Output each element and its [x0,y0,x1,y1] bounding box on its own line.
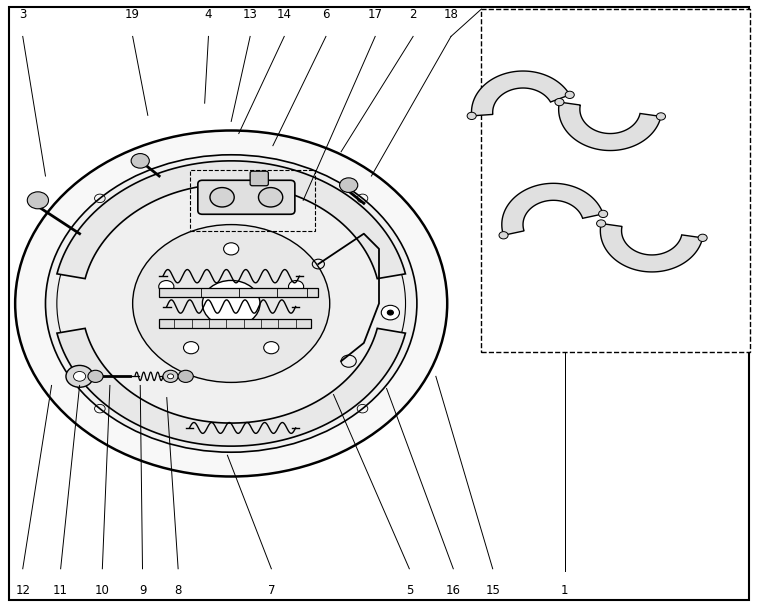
Polygon shape [502,183,603,236]
Circle shape [698,234,707,242]
Text: 10: 10 [95,584,110,597]
Circle shape [387,310,393,315]
Text: 19: 19 [125,8,140,21]
Circle shape [131,154,149,168]
Text: 4: 4 [205,8,212,21]
Circle shape [202,280,260,327]
Circle shape [15,131,447,476]
Circle shape [340,178,358,192]
Text: 16: 16 [446,584,461,597]
Circle shape [597,220,606,227]
Polygon shape [57,161,406,279]
Polygon shape [559,102,661,151]
Text: 11: 11 [53,584,68,597]
Circle shape [133,225,330,382]
Circle shape [210,188,234,207]
Text: 5: 5 [406,584,413,597]
Text: 3: 3 [19,8,27,21]
Circle shape [178,370,193,382]
Text: 7: 7 [268,584,275,597]
Text: 1: 1 [561,584,568,597]
Circle shape [224,243,239,255]
Bar [190,170,315,231]
Text: 12: 12 [15,584,30,597]
Circle shape [88,370,103,382]
Circle shape [264,342,279,354]
FancyBboxPatch shape [198,180,295,214]
Text: 17: 17 [368,8,383,21]
Bar [159,319,311,328]
Polygon shape [57,328,406,446]
Circle shape [27,192,49,209]
Polygon shape [600,223,703,272]
Circle shape [467,112,476,120]
Circle shape [163,370,178,382]
Bar [159,288,318,297]
Circle shape [499,232,508,239]
Text: 9: 9 [139,584,146,597]
Text: 8: 8 [174,584,182,597]
Text: 2: 2 [409,8,417,21]
Circle shape [66,365,93,387]
Circle shape [656,113,666,120]
Text: 13: 13 [243,8,258,21]
Polygon shape [471,71,570,116]
Circle shape [158,280,174,293]
Circle shape [289,280,304,293]
Text: 14: 14 [277,8,292,21]
Text: 15: 15 [485,584,500,597]
Circle shape [45,155,417,452]
Circle shape [168,374,174,379]
Text: 18: 18 [443,8,459,21]
Text: 6: 6 [322,8,330,21]
Bar [481,9,750,352]
FancyBboxPatch shape [250,171,268,186]
Circle shape [599,210,608,217]
Circle shape [555,98,564,106]
Circle shape [74,371,86,381]
Circle shape [565,91,575,98]
Circle shape [258,188,283,207]
Circle shape [381,305,399,320]
Circle shape [183,342,199,354]
